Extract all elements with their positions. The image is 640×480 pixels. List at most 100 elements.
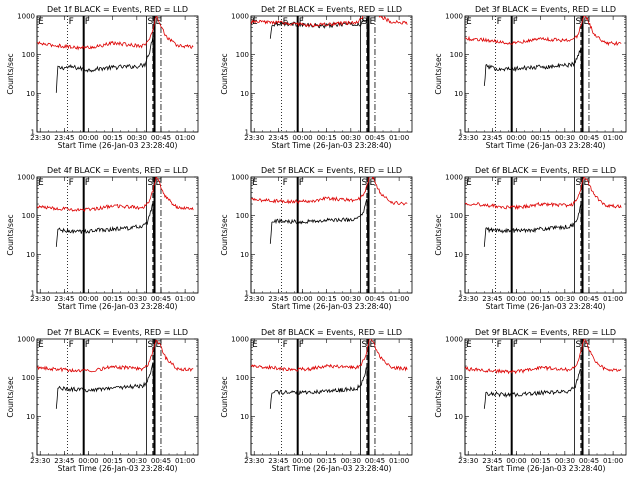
y-axis-label: Counts/sec (220, 376, 229, 417)
x-tick-label: 23:45 (482, 457, 502, 465)
x-tick-label: 00:30 (127, 457, 147, 465)
x-tick-label: 00:45 (365, 134, 385, 142)
panel-title: Det 3f BLACK = Events, RED = LLD (475, 5, 616, 14)
marker-label: S (361, 340, 367, 350)
x-tick-label: 00:45 (579, 457, 599, 465)
panel-3: Det 3f BLACK = Events, RED = LLD 1 10 100 10… (434, 5, 627, 150)
x-tick-label: 23:45 (54, 134, 74, 142)
y-tick-label: 10 (26, 413, 35, 421)
lld-series-line (465, 16, 622, 47)
y-axis-label: Counts/sec (6, 53, 15, 94)
events-series-line (483, 47, 583, 131)
y-tick-label: 100 (22, 212, 35, 220)
marker-label: E (370, 178, 376, 188)
plot-frame (464, 15, 627, 133)
x-tick-label: 00:00 (78, 295, 98, 303)
events-series-line (269, 198, 369, 293)
y-tick-label: 1 (31, 129, 35, 137)
x-tick-label: 00:15 (103, 295, 123, 303)
lld-series-line (37, 339, 194, 373)
x-tick-label: 23:45 (268, 457, 288, 465)
y-tick-label: 100 (236, 51, 249, 59)
panel-title: Det 7f BLACK = Events, RED = LLD (47, 328, 188, 337)
x-tick-label: 23:45 (482, 295, 502, 303)
x-axis-label: Start Time (26-Jan-03 23:28:40) (486, 141, 606, 150)
events-series-line (55, 36, 155, 132)
events-series-line (269, 17, 369, 132)
y-tick-label: 10 (240, 90, 249, 98)
plot-frame (36, 176, 199, 294)
y-tick-label: 10 (240, 413, 249, 421)
x-axis-label: Start Time (26-Jan-03 23:28:40) (272, 464, 392, 473)
x-tick-label: 01:00 (175, 295, 195, 303)
marker-label: E (252, 178, 258, 188)
marker-label: E (252, 340, 258, 350)
marker-label: E (38, 340, 44, 350)
x-tick-label: 23:45 (54, 457, 74, 465)
marker-label: F (69, 17, 74, 27)
marker-label: F (85, 340, 90, 350)
x-tick-label: 00:15 (531, 457, 551, 465)
x-tick-label: 23:45 (268, 295, 288, 303)
y-axis-label: Counts/sec (6, 214, 15, 255)
x-tick-label: 00:30 (127, 134, 147, 142)
plot-frame (36, 15, 199, 133)
marker-label: S (575, 340, 581, 350)
y-tick-label: 100 (450, 374, 463, 382)
marker-label: E (370, 17, 376, 27)
marker-label: E (38, 17, 44, 27)
y-tick-label: 1000 (17, 13, 35, 21)
lld-series-line (251, 16, 408, 28)
panel-title: Det 9f BLACK = Events, RED = LLD (475, 328, 616, 337)
y-axis-label: Counts/sec (434, 376, 443, 417)
marker-label: F (513, 340, 518, 350)
x-tick-label: 01:00 (175, 134, 195, 142)
y-tick-label: 1000 (231, 336, 249, 344)
x-tick-label: 00:15 (317, 457, 337, 465)
events-series-line (55, 203, 155, 293)
x-tick-label: 00:15 (317, 295, 337, 303)
x-tick-label: 00:45 (151, 457, 171, 465)
x-tick-label: 23:30 (244, 295, 264, 303)
y-axis-label: Counts/sec (434, 53, 443, 94)
y-tick-label: 10 (454, 90, 463, 98)
x-tick-label: 00:30 (555, 457, 575, 465)
x-axis-label: Start Time (26-Jan-03 23:28:40) (272, 302, 392, 311)
x-tick-label: 00:15 (103, 134, 123, 142)
y-tick-label: 1 (245, 129, 249, 137)
x-tick-label: 23:30 (458, 134, 478, 142)
marker-label: F (497, 340, 502, 350)
y-tick-label: 1000 (17, 174, 35, 182)
y-tick-label: 10 (454, 251, 463, 259)
events-series-line (55, 362, 155, 455)
y-tick-label: 10 (26, 251, 35, 259)
y-tick-label: 100 (22, 374, 35, 382)
lld-series-line (251, 339, 408, 372)
x-tick-label: 23:30 (458, 295, 478, 303)
x-tick-label: 01:00 (389, 134, 409, 142)
marker-label: F (497, 178, 502, 188)
panel-title: Det 1f BLACK = Events, RED = LLD (47, 5, 188, 14)
panel-title: Det 8f BLACK = Events, RED = LLD (261, 328, 402, 337)
x-tick-label: 23:30 (244, 134, 264, 142)
panel-4: Det 4f BLACK = Events, RED = LLD 1 10 100 10… (6, 166, 199, 311)
x-axis-label: Start Time (26-Jan-03 23:28:40) (58, 302, 178, 311)
x-tick-label: 00:30 (341, 457, 361, 465)
events-series-line (483, 204, 583, 293)
marker-label: F (513, 17, 518, 27)
marker-label: E (584, 178, 590, 188)
marker-label: E (466, 17, 472, 27)
lld-series-line (37, 16, 194, 51)
x-tick-label: 01:00 (175, 457, 195, 465)
y-tick-label: 1 (31, 290, 35, 298)
x-tick-label: 00:45 (365, 457, 385, 465)
x-tick-label: 00:30 (127, 295, 147, 303)
x-tick-label: 01:00 (603, 134, 623, 142)
marker-label: E (584, 17, 590, 27)
plot-frame (464, 338, 627, 456)
marker-label: E (370, 340, 376, 350)
y-tick-label: 1 (459, 452, 463, 460)
x-tick-label: 00:30 (555, 295, 575, 303)
marker-label: F (85, 178, 90, 188)
